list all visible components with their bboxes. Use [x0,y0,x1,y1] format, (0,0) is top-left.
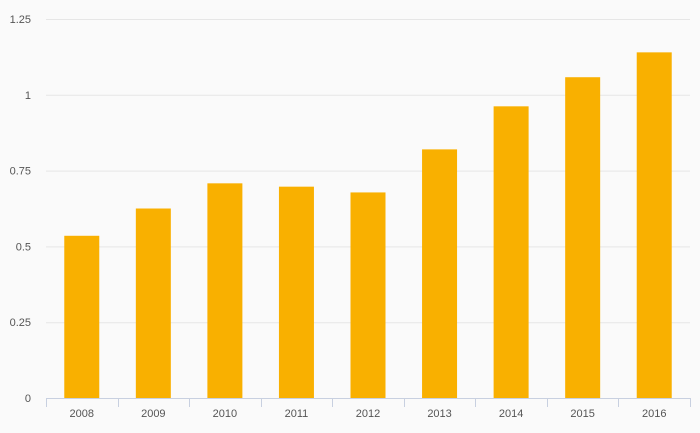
x-tick-label: 2014 [499,408,523,420]
y-tick-label: 0.25 [10,317,31,329]
bar-2016[interactable] [636,52,672,399]
bar-series [64,52,672,399]
y-tick-label: 0.75 [10,166,31,178]
bar-2011[interactable] [278,186,314,398]
y-tick-label: 1.25 [10,14,31,26]
y-axis-tick-labels: 0 0.25 0.5 0.75 1 1.25 [10,14,31,405]
x-tick-label: 2009 [141,408,165,420]
x-axis-tick-labels: 2008 2009 2010 2011 2012 2013 2014 2015 2016 [70,408,667,420]
bar-2009[interactable] [135,208,171,399]
bar-2008[interactable] [64,235,100,398]
x-tick-label: 2013 [427,408,451,420]
x-tick-label: 2015 [570,408,594,420]
bar-2012[interactable] [350,192,386,398]
x-axis [46,398,691,407]
x-tick-label: 2011 [285,408,309,420]
bar-2010[interactable] [207,183,243,398]
x-tick-label: 2012 [356,408,380,420]
y-tick-label: 0 [25,393,31,405]
x-tick-label: 2016 [642,408,666,420]
x-tick-label: 2008 [70,408,94,420]
x-tick-label: 2010 [213,408,237,420]
bar-2013[interactable] [422,149,458,398]
bar-2014[interactable] [493,106,529,399]
y-tick-label: 1 [25,90,31,102]
bar-2015[interactable] [565,77,601,398]
y-tick-label: 0.5 [16,241,31,253]
